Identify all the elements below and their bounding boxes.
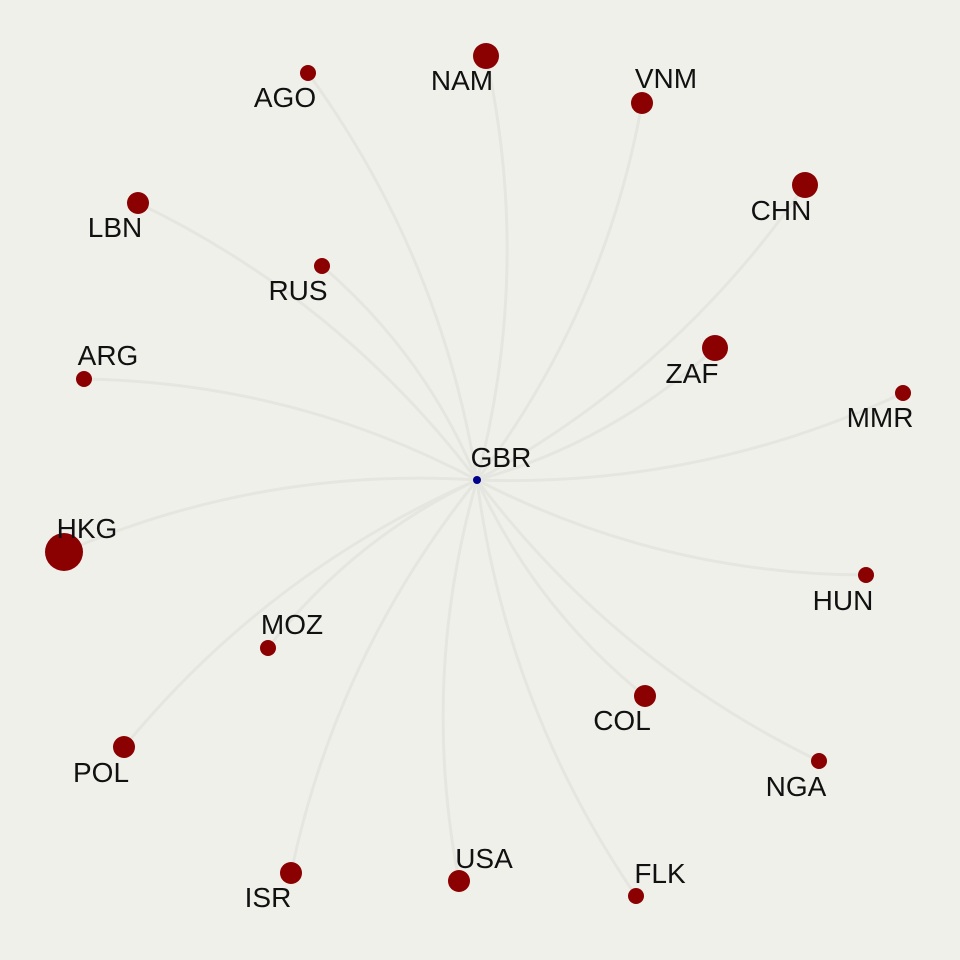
node-mmr [895,385,911,401]
node-hkg [45,533,83,571]
label-isr: ISR [245,882,292,913]
edge-gbr-flk [475,479,638,897]
node-layer [45,43,911,904]
edge-gbr-arg [83,377,478,482]
node-chn [792,172,818,198]
edge-gbr-lbn [137,201,479,481]
edge-gbr-zaf [476,346,717,482]
node-lbn [127,192,149,214]
node-flk [628,888,644,904]
label-hkg: HKG [57,513,118,544]
node-nga [811,753,827,769]
label-mmr: MMR [847,402,914,433]
node-pol [113,736,135,758]
node-rus [314,258,330,274]
label-layer: NAM AGO VNM LBN CHN RUS ARG ZAF MMR HKG HUN MOZ COL P… [57,63,914,913]
edge-gbr-chn [476,184,807,482]
label-vnm: VNM [635,63,697,94]
node-hun [858,567,874,583]
node-col [634,685,656,707]
node-moz [260,640,276,656]
node-zaf [702,335,728,361]
edge-gbr-ago [306,72,479,481]
edge-gbr-hkg [63,476,478,554]
label-nga: NGA [766,771,827,802]
node-gbr [473,476,481,484]
label-rus: RUS [268,275,327,306]
node-isr [280,862,302,884]
label-usa: USA [455,843,513,874]
label-pol: POL [73,757,129,788]
edge-gbr-mmr [476,391,904,483]
edge-gbr-isr [289,479,479,874]
label-lbn: LBN [88,212,142,243]
label-moz: MOZ [261,609,323,640]
edge-gbr-nam [475,55,509,481]
edge-gbr-hun [476,478,867,577]
label-zaf: ZAF [666,358,719,389]
label-hun: HUN [813,585,874,616]
node-ago [300,65,316,81]
label-gbr: GBR [471,442,532,473]
node-vnm [631,92,653,114]
label-arg: ARG [78,340,139,371]
node-arg [76,371,92,387]
edge-gbr-usa [441,479,479,882]
edge-gbr-col [475,479,646,698]
edge-gbr-nga [475,479,820,763]
edge-gbr-pol [122,478,478,748]
node-usa [448,870,470,892]
edge-gbr-rus [321,264,479,481]
label-flk: FLK [634,858,686,889]
label-chn: CHN [751,195,812,226]
edge-layer [63,55,904,897]
label-col: COL [593,705,651,736]
node-nam [473,43,499,69]
label-ago: AGO [254,82,316,113]
label-nam: NAM [431,65,493,96]
edge-gbr-vnm [475,102,644,481]
